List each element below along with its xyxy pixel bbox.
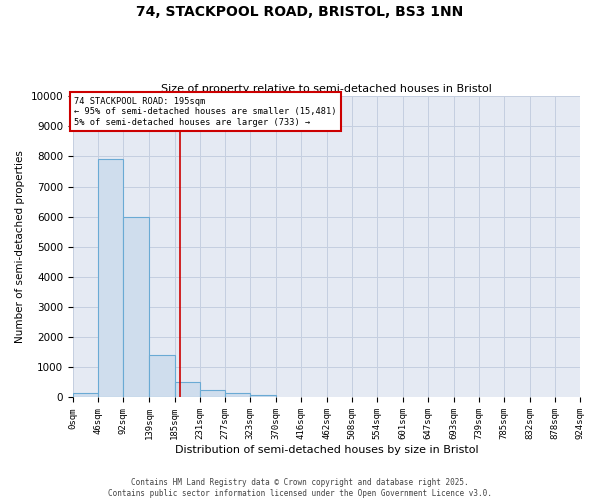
- Text: 74, STACKPOOL ROAD, BRISTOL, BS3 1NN: 74, STACKPOOL ROAD, BRISTOL, BS3 1NN: [136, 5, 464, 19]
- Title: Size of property relative to semi-detached houses in Bristol: Size of property relative to semi-detach…: [161, 84, 492, 94]
- Bar: [149, 356, 175, 398]
- Bar: [98, 160, 124, 398]
- Bar: [124, 216, 149, 398]
- Bar: [250, 395, 276, 398]
- X-axis label: Distribution of semi-detached houses by size in Bristol: Distribution of semi-detached houses by …: [175, 445, 479, 455]
- Bar: [175, 382, 200, 398]
- Bar: [200, 390, 225, 398]
- Text: 74 STACKPOOL ROAD: 195sqm
← 95% of semi-detached houses are smaller (15,481)
5% : 74 STACKPOOL ROAD: 195sqm ← 95% of semi-…: [74, 97, 337, 126]
- Y-axis label: Number of semi-detached properties: Number of semi-detached properties: [15, 150, 25, 344]
- Text: Contains HM Land Registry data © Crown copyright and database right 2025.
Contai: Contains HM Land Registry data © Crown c…: [108, 478, 492, 498]
- Bar: [73, 393, 98, 398]
- Bar: [225, 393, 250, 398]
